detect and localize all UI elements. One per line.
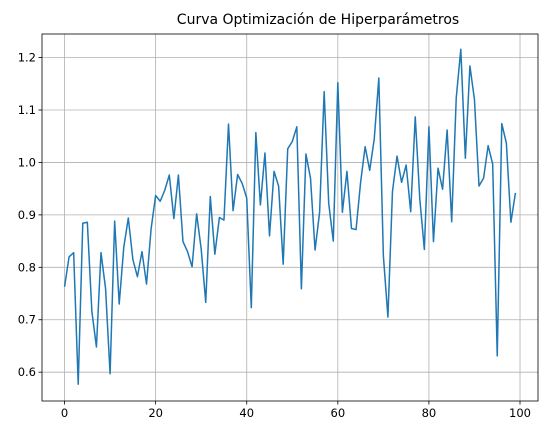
x-tick-label: 0 bbox=[61, 406, 68, 420]
chart-title: Curva Optimización de Hiperparámetros bbox=[177, 12, 459, 28]
y-tick-label: 0.9 bbox=[18, 208, 36, 222]
x-axis: 0 20 40 60 80 100 bbox=[61, 401, 531, 420]
x-tick-label: 100 bbox=[509, 406, 531, 420]
grid-lines bbox=[42, 34, 538, 401]
axes-frame bbox=[41, 33, 539, 402]
y-axis: 0.6 0.7 0.8 0.9 1.0 1.1 1.2 bbox=[18, 51, 42, 379]
y-tick-label: 0.6 bbox=[18, 365, 36, 379]
series-group bbox=[63, 48, 517, 385]
y-tick-label: 1.0 bbox=[18, 155, 36, 169]
y-tick-label: 1.2 bbox=[18, 51, 36, 65]
x-tick-label: 20 bbox=[148, 406, 163, 420]
y-tick-label: 0.8 bbox=[18, 260, 36, 274]
x-tick-label: 40 bbox=[239, 406, 254, 420]
y-tick-label: 0.7 bbox=[18, 313, 36, 327]
y-tick-label: 1.1 bbox=[18, 103, 36, 117]
series-line bbox=[63, 48, 517, 385]
x-tick-label: 60 bbox=[331, 406, 346, 420]
x-tick-label: 80 bbox=[422, 406, 437, 420]
